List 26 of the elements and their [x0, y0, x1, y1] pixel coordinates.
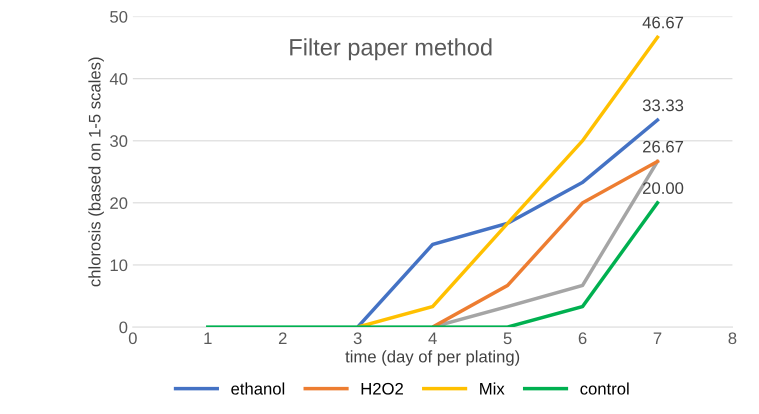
legend-label: ethanol [231, 382, 284, 395]
x-axis-title: time (day of per plating) [345, 350, 520, 366]
y-tick-label: 30 [110, 135, 128, 147]
data-label: 33.33 [642, 99, 684, 112]
x-tick-label: 8 [728, 332, 736, 344]
x-tick-label: 5 [504, 332, 512, 344]
text: Filter paper method [290, 38, 492, 60]
x-tick-label: 7 [654, 332, 662, 344]
x-tick-label: 4 [428, 332, 437, 344]
x-tick-label: 3 [354, 332, 362, 344]
x-tick-label: 1 [204, 332, 212, 344]
x-tick-label: 2 [278, 332, 287, 344]
y-tick-label: 40 [110, 73, 128, 85]
y-axis-title: chlorosis (based on 1-5 scales) [88, 58, 104, 286]
legend-label: control [580, 382, 629, 395]
x-tick-label: 6 [578, 332, 586, 344]
y-tick-label: 20 [110, 197, 128, 210]
x-tick-label: 0 [128, 332, 137, 344]
data-label: 26.67 [643, 140, 684, 153]
y-tick-label: 50 [110, 10, 128, 23]
legend-label: Mix [480, 382, 505, 395]
y-tick-label: 10 [110, 259, 128, 272]
data-label: 46.67 [642, 16, 684, 28]
legend-label: H2O2 [362, 382, 403, 395]
data-label: 20.00 [643, 182, 684, 194]
y-tick-label: 0 [119, 321, 128, 334]
